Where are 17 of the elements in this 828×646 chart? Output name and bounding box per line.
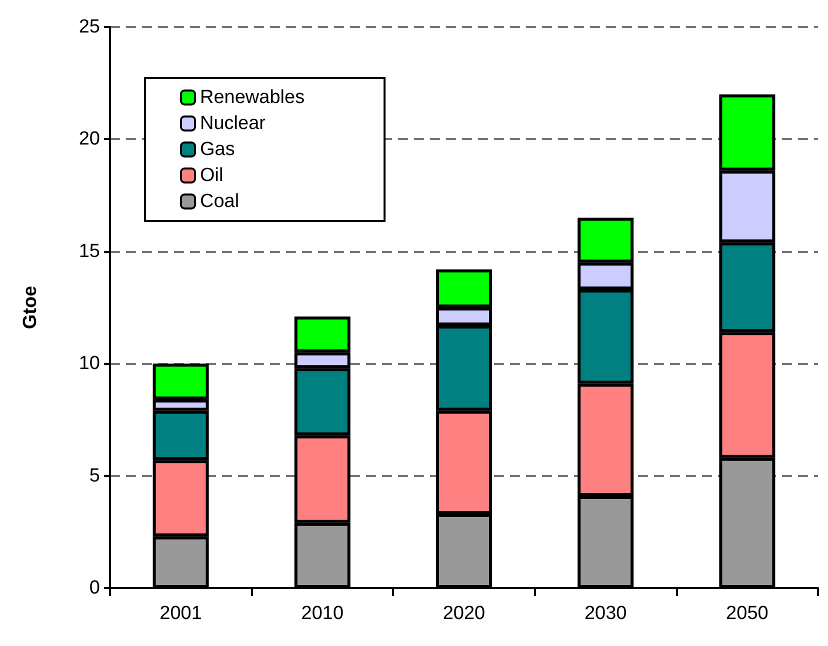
legend-label: Renewables	[200, 87, 305, 108]
y-tick-label: 10	[78, 353, 100, 374]
legend-label: Oil	[200, 165, 224, 186]
x-tick-label: 2050	[726, 603, 768, 624]
legend-label: Gas	[200, 139, 235, 160]
y-tick-label: 25	[78, 16, 100, 38]
x-tick-label: 2010	[301, 603, 344, 624]
x-tick-label: 2001	[160, 603, 202, 624]
y-tick-label: 0	[89, 578, 100, 598]
x-tick-label: 2030	[584, 603, 627, 624]
legend-label: Nuclear	[200, 113, 266, 134]
y-tick-label: 5	[89, 465, 100, 486]
y-tick-label: 15	[78, 240, 100, 262]
y-tick-label: 20	[78, 128, 100, 150]
y-axis-title: Gtoe	[20, 286, 41, 330]
legend-label: Coal	[200, 191, 240, 212]
x-tick-label: 2020	[442, 603, 486, 624]
